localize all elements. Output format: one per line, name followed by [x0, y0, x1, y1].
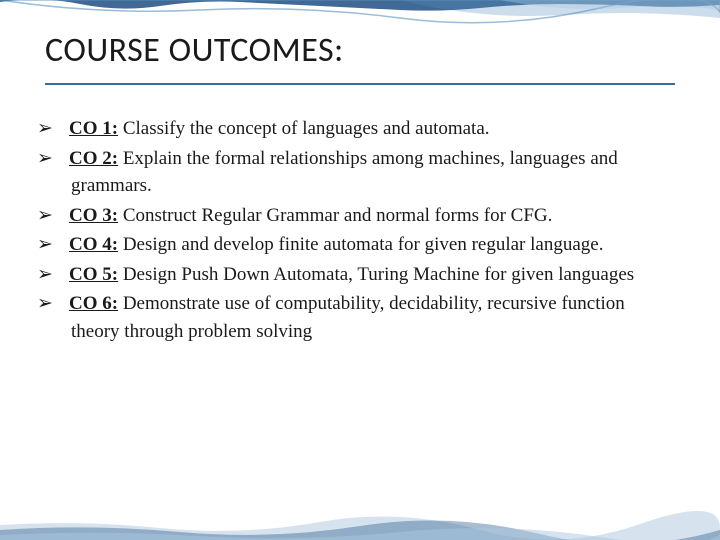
wave-decoration-bottom	[0, 480, 720, 540]
co-text: Explain the formal relationships among m…	[71, 148, 618, 197]
bullet-icon: ➢	[49, 261, 63, 289]
co-label: CO 6:	[69, 293, 118, 314]
bullet-icon: ➢	[49, 231, 63, 259]
list-item: ➢ CO 2: Explain the formal relationships …	[49, 145, 675, 200]
co-label: CO 2:	[69, 148, 118, 169]
list-item: ➢ CO 4: Design and develop finite automat…	[49, 231, 675, 259]
outcomes-list: ➢ CO 1: Classify the concept of languages…	[45, 115, 675, 345]
list-item: ➢ CO 1: Classify the concept of languages…	[49, 115, 675, 143]
bullet-icon: ➢	[49, 290, 63, 318]
co-text: Design Push Down Automata, Turing Machin…	[118, 264, 634, 285]
co-text: Construct Regular Grammar and normal for…	[118, 205, 552, 226]
co-label: CO 5:	[69, 264, 118, 285]
slide-content: COURSE OUTCOMES: ➢ CO 1: Classify the con…	[0, 0, 720, 367]
list-item: ➢ CO 5: Design Push Down Automata, Turing…	[49, 261, 675, 289]
bullet-icon: ➢	[49, 145, 63, 173]
bullet-icon: ➢	[49, 202, 63, 230]
page-title: COURSE OUTCOMES:	[45, 30, 675, 85]
co-label: CO 4:	[69, 234, 118, 255]
co-label: CO 3:	[69, 205, 118, 226]
bullet-icon: ➢	[49, 115, 63, 143]
list-item: ➢ CO 3: Construct Regular Grammar and nor…	[49, 202, 675, 230]
co-text: Demonstrate use of computability, decida…	[71, 293, 625, 342]
co-label: CO 1:	[69, 118, 118, 139]
co-text: Classify the concept of languages and au…	[118, 118, 489, 139]
co-text: Design and develop finite automata for g…	[118, 234, 603, 255]
list-item: ➢ CO 6: Demonstrate use of computability,…	[49, 290, 675, 345]
